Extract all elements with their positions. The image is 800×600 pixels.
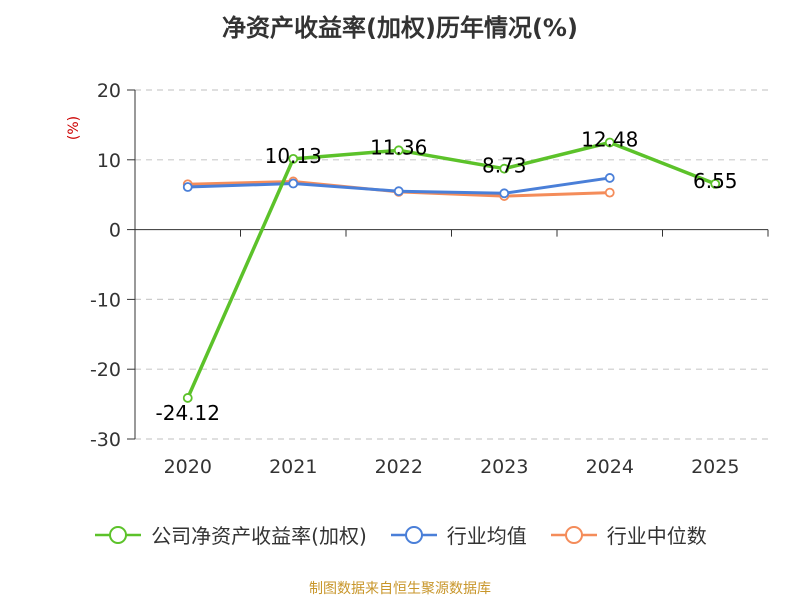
data-point [499, 163, 510, 174]
legend-item: 行业中位数 [549, 520, 707, 549]
y-tick-label: -10 [90, 289, 121, 311]
legend-label: 行业均值 [446, 524, 527, 548]
y-tick-label: 0 [109, 220, 121, 242]
series-layer [182, 137, 721, 403]
y-tick-label: -30 [90, 429, 121, 451]
legend-marker [550, 525, 597, 544]
data-label: 10.13 [265, 144, 322, 168]
data-label: 6.55 [693, 169, 738, 193]
x-tick-label: 2021 [269, 456, 317, 478]
legend-label: 行业中位数 [606, 524, 707, 548]
data-point [288, 153, 299, 164]
legend-item: 行业均值 [389, 520, 527, 549]
data-point [288, 178, 299, 189]
data-point [604, 137, 615, 148]
y-tick-label: -20 [90, 359, 121, 381]
data-point [499, 188, 510, 199]
y-axis-unit-label: (%) [66, 116, 82, 140]
x-tick-label: 2024 [586, 456, 634, 478]
y-tick-label: 20 [97, 80, 121, 102]
data-point [393, 145, 404, 156]
data-point [604, 173, 615, 183]
axis-layer: 20 10 0 -10 -20 -30 2020 2021 2022 2023 2024 2025 (%… [66, 80, 769, 478]
grid-layer [135, 89, 768, 440]
legend-marker-circle [404, 525, 423, 544]
data-label: 8.73 [482, 154, 527, 178]
legend-marker-circle [564, 525, 583, 544]
data-label: 12.48 [581, 127, 638, 151]
legend-item: 公司净资产收益率(加权) [93, 520, 367, 549]
legend-marker [390, 525, 437, 544]
data-point [393, 186, 404, 197]
data-point [604, 187, 615, 198]
series-line [186, 140, 716, 399]
legend-marker-circle [109, 525, 128, 544]
x-tick-label: 2023 [480, 456, 528, 478]
data-point [182, 393, 193, 403]
x-tick-label: 2022 [375, 456, 423, 478]
data-label: 11.36 [370, 135, 427, 159]
legend-marker [95, 525, 142, 544]
x-tick-label: 2025 [691, 456, 739, 478]
chart-title: 净资产收益率(加权)历年情况(%) [222, 14, 578, 42]
data-point [182, 182, 193, 192]
y-tick-label: 10 [97, 150, 121, 172]
x-tick-label: 2020 [164, 456, 212, 478]
source-note: 制图数据来自恒生聚源数据库 [309, 581, 491, 597]
data-label: -24.12 [156, 401, 220, 425]
data-point [710, 178, 721, 189]
legend: 公司净资产收益率(加权) 行业均值 行业中位数 [0, 520, 800, 549]
legend-label: 公司净资产收益率(加权) [151, 524, 367, 548]
label-layer: -24.12 10.13 11.36 8.73 12.48 6.55 [156, 127, 738, 424]
